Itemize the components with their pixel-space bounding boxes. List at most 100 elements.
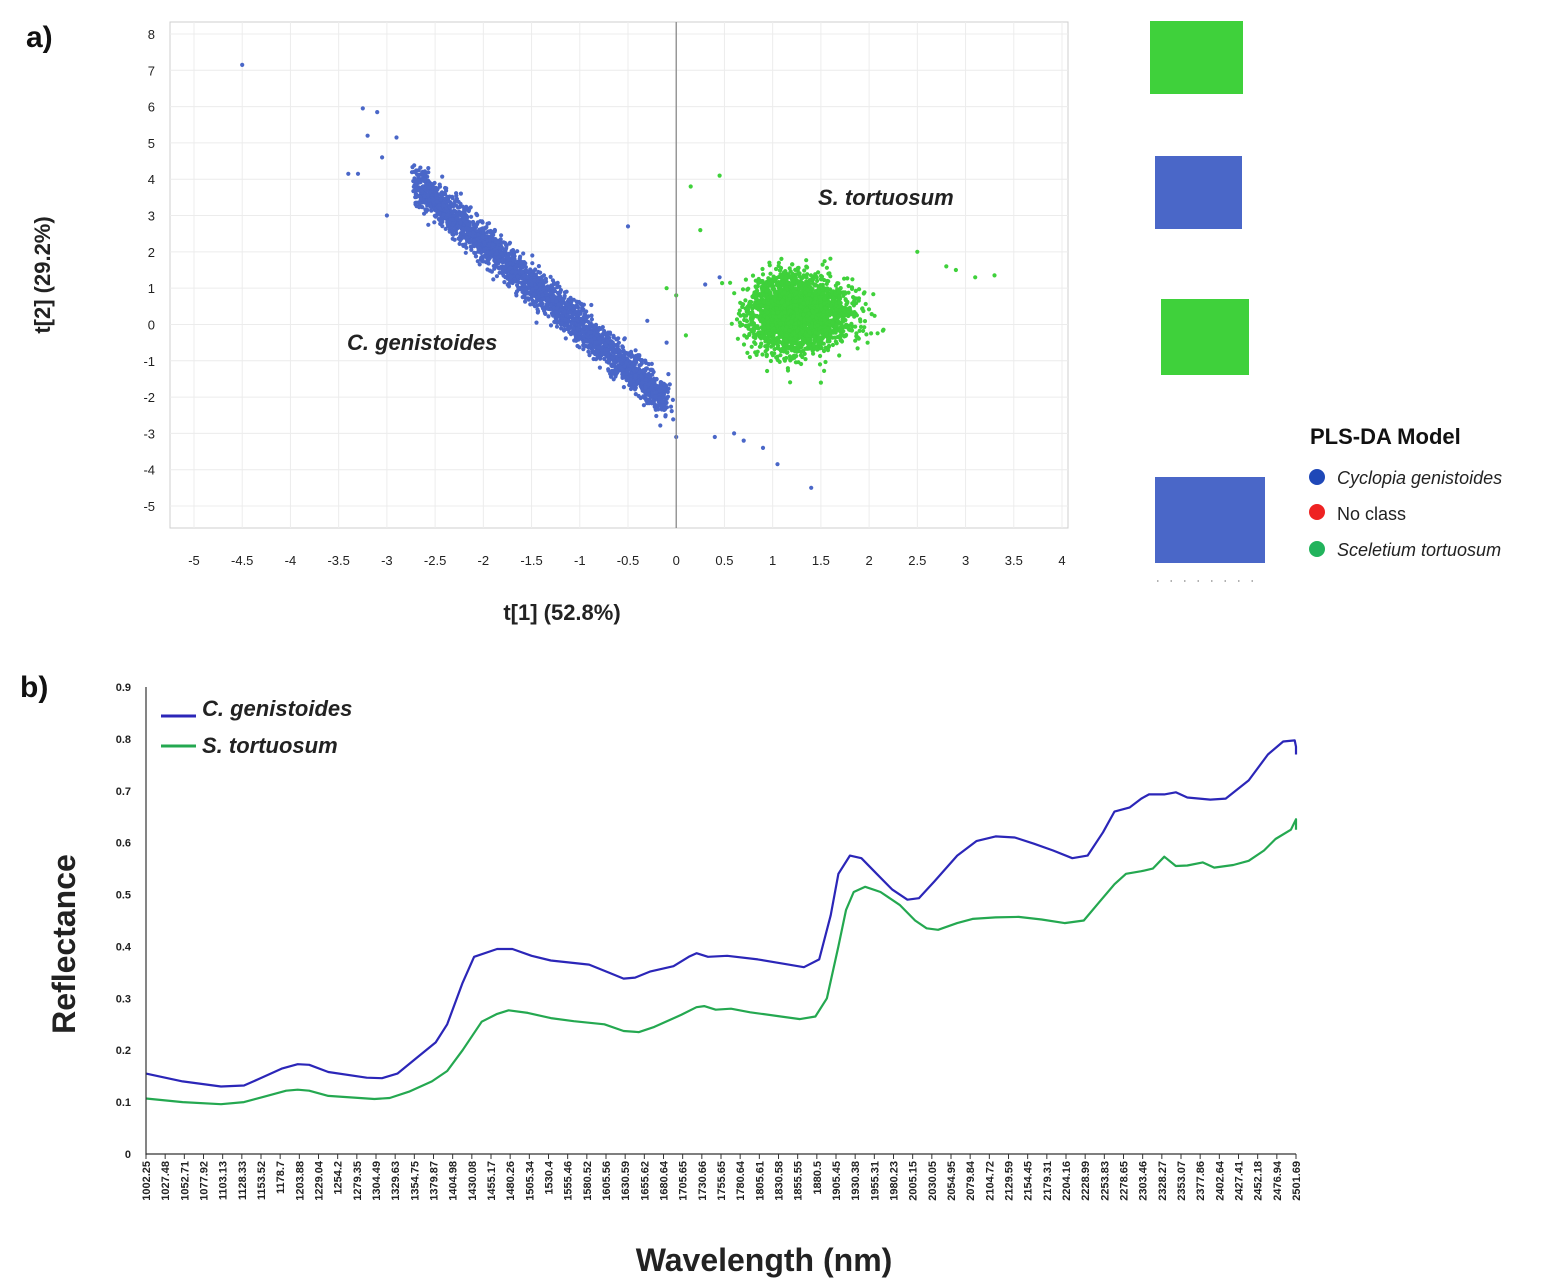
scatter-point-s-tortuosum	[760, 267, 764, 271]
scatter-point-c-genistoides	[582, 334, 586, 338]
scatter-point-c-genistoides	[589, 314, 593, 318]
scatter-point-s-tortuosum	[839, 332, 843, 336]
scatter-point-c-genistoides	[571, 321, 575, 325]
scatter-point-c-genistoides	[385, 213, 389, 217]
scatter-point-c-genistoides	[648, 397, 652, 401]
scatter-point-c-genistoides	[575, 318, 579, 322]
scatter-point-c-genistoides	[426, 170, 430, 174]
scatter-point-c-genistoides	[630, 385, 634, 389]
scatter-point-c-genistoides	[617, 353, 621, 357]
scatter-point-c-genistoides	[629, 351, 633, 355]
scatter-point-c-genistoides	[549, 303, 553, 307]
scatter-point-c-genistoides	[442, 212, 446, 216]
scatter-point-s-tortuosum	[826, 339, 830, 343]
scatter-point-c-genistoides	[434, 193, 438, 197]
scatter-point-c-genistoides	[240, 63, 244, 67]
scatter-point-s-tortuosum	[839, 338, 843, 342]
scatter-point-c-genistoides	[550, 311, 554, 315]
scatter-point-s-tortuosum	[801, 276, 805, 280]
scatter-point-c-genistoides	[654, 390, 658, 394]
scatter-point-s-tortuosum	[769, 359, 773, 363]
scatter-point-c-genistoides	[458, 221, 462, 225]
scatter-point-s-tortuosum	[768, 263, 772, 267]
scatter-point-s-tortuosum	[858, 317, 862, 321]
scatter-point-c-genistoides	[648, 375, 652, 379]
scatter-point-s-tortuosum	[828, 332, 832, 336]
scatter-point-c-genistoides	[450, 217, 454, 221]
scatter-point-s-tortuosum	[831, 343, 835, 347]
scatter-point-c-genistoides	[463, 242, 467, 246]
scatter-point-c-genistoides	[624, 375, 628, 379]
scatter-point-c-genistoides	[538, 283, 542, 287]
scatter-point-c-genistoides	[732, 431, 736, 435]
scatter-point-c-genistoides	[668, 382, 672, 386]
scatter-point-c-genistoides	[415, 183, 419, 187]
scatter-point-c-genistoides	[613, 369, 617, 373]
scatter-point-c-genistoides	[654, 384, 658, 388]
scatter-point-s-tortuosum	[881, 329, 885, 333]
scatter-point-c-genistoides	[523, 280, 527, 284]
scatter-point-c-genistoides	[558, 291, 562, 295]
scatter-point-c-genistoides	[495, 274, 499, 278]
scatter-point-s-tortuosum	[738, 324, 742, 328]
scatter-point-s-tortuosum	[736, 337, 740, 341]
scatter-point-c-genistoides	[465, 236, 469, 240]
scatter-point-c-genistoides	[560, 321, 564, 325]
scatter-point-c-genistoides	[495, 252, 499, 256]
scatter-point-c-genistoides	[469, 245, 473, 249]
scatter-point-c-genistoides	[809, 486, 813, 490]
scatter-point-c-genistoides	[549, 323, 553, 327]
scatter-point-c-genistoides	[564, 323, 568, 327]
scatter-point-c-genistoides	[619, 360, 623, 364]
scatter-point-c-genistoides	[422, 194, 426, 198]
scatter-point-c-genistoides	[426, 223, 430, 227]
scatter-point-s-tortuosum	[744, 278, 748, 282]
scatter-point-c-genistoides	[450, 195, 454, 199]
scatter-point-s-tortuosum	[825, 266, 829, 270]
scatter-point-c-genistoides	[419, 180, 423, 184]
scatter-point-c-genistoides	[457, 205, 461, 209]
scatter-point-c-genistoides	[449, 201, 453, 205]
scatter-point-c-genistoides	[575, 344, 579, 348]
scatter-point-c-genistoides	[419, 197, 423, 201]
scatter-point-c-genistoides	[473, 223, 477, 227]
scatter-plot-frame	[170, 22, 1068, 528]
scatter-point-c-genistoides	[467, 209, 471, 213]
scatter-point-c-genistoides	[524, 288, 528, 292]
scatter-point-c-genistoides	[514, 291, 518, 295]
scatter-point-s-tortuosum	[788, 357, 792, 361]
scatter-point-c-genistoides	[649, 387, 653, 391]
scatter-point-s-tortuosum	[752, 340, 756, 344]
scatter-point-c-genistoides	[428, 185, 432, 189]
scatter-point-s-tortuosum	[864, 302, 868, 306]
scatter-point-c-genistoides	[639, 363, 643, 367]
scatter-point-s-tortuosum	[818, 362, 822, 366]
scatter-point-c-genistoides	[527, 269, 531, 273]
scatter-point-s-tortuosum	[811, 352, 815, 356]
scatter-point-c-genistoides	[512, 253, 516, 257]
scatter-point-c-genistoides	[634, 373, 638, 377]
scatter-point-c-genistoides	[542, 273, 546, 277]
scatter-point-s-tortuosum	[808, 330, 812, 334]
scatter-point-c-genistoides	[638, 370, 642, 374]
scatter-point-c-genistoides	[640, 381, 644, 385]
scatter-point-c-genistoides	[655, 403, 659, 407]
scatter-point-s-tortuosum	[742, 314, 746, 318]
scatter-point-c-genistoides	[432, 220, 436, 224]
scatter-point-s-tortuosum	[866, 341, 870, 345]
scatter-point-s-tortuosum	[818, 283, 822, 287]
scatter-point-s-tortuosum	[876, 331, 880, 335]
scatter-point-c-genistoides	[633, 356, 637, 360]
scatter-point-s-tortuosum	[750, 345, 754, 349]
scatter-point-s-tortuosum	[817, 336, 821, 340]
scatter-point-c-genistoides	[530, 253, 534, 257]
scatter-point-s-tortuosum	[805, 334, 809, 338]
scatter-point-s-tortuosum	[811, 277, 815, 281]
scatter-point-c-genistoides	[575, 313, 579, 317]
scatter-point-c-genistoides	[451, 211, 455, 215]
scatter-point-s-tortuosum	[753, 350, 757, 354]
scatter-point-s-tortuosum	[861, 309, 865, 313]
scatter-point-c-genistoides	[421, 170, 425, 174]
scatter-point-c-genistoides	[592, 331, 596, 335]
scatter-point-c-genistoides	[521, 251, 525, 255]
